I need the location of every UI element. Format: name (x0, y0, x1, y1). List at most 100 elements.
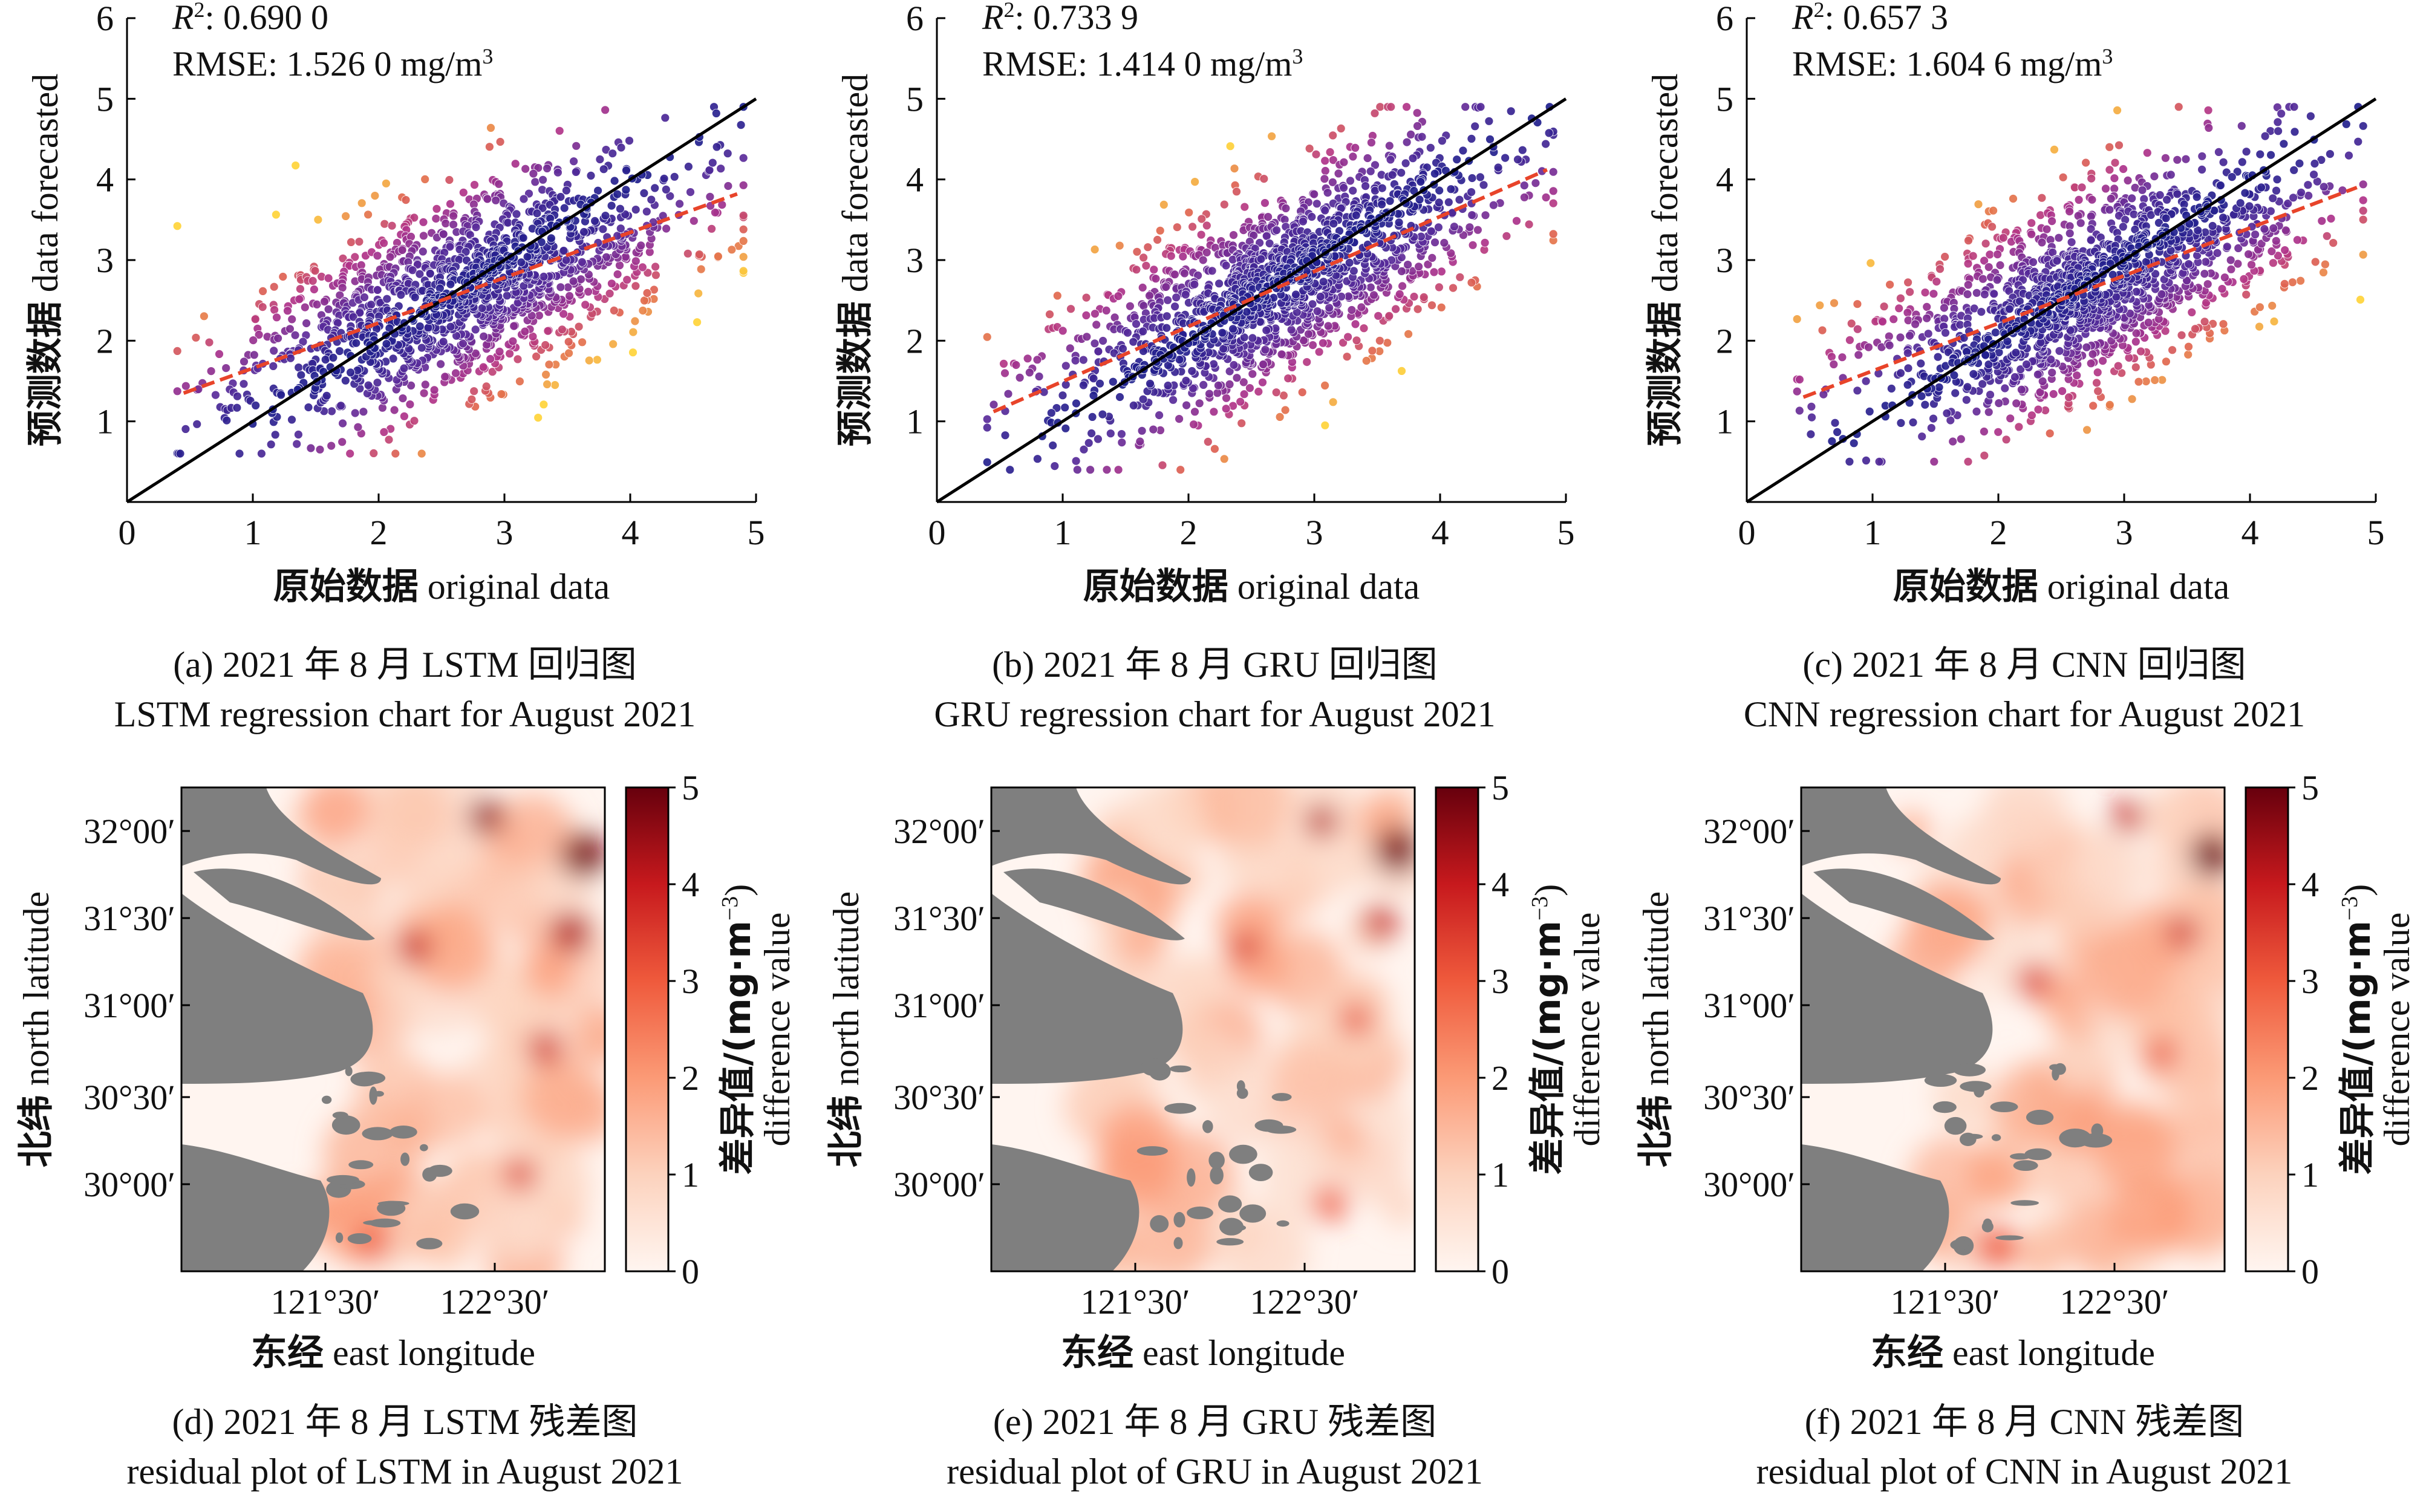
scatter-point (2293, 235, 2302, 245)
scatter-point (628, 348, 637, 357)
scatter-point (249, 350, 259, 360)
scatter-point (320, 297, 329, 307)
scatter-point (2319, 267, 2328, 277)
scatter-point (738, 210, 748, 220)
caption-c: (c) 2021 年 8 月 CNN 回归图 CNN regression ch… (1620, 640, 2429, 739)
scatter-point (683, 249, 693, 258)
scatter-point (1308, 341, 1317, 350)
scatter-point (503, 218, 513, 227)
island (1150, 1215, 1169, 1233)
scatter-point (518, 233, 528, 243)
scatter-point (508, 336, 518, 346)
residual-panel-d: 32°00′ 31°30′ 31°00′ 30°30′ 30°00′ 121°30′ 122… (0, 750, 810, 1512)
scatter-point (1896, 419, 1906, 428)
x-axis-label-en: original data (2047, 567, 2230, 607)
scatter-point (1467, 134, 1476, 143)
scatter-point (382, 294, 392, 304)
scatter-point (338, 253, 348, 263)
scatter-point (989, 400, 999, 409)
scatter-point (738, 224, 748, 234)
scatter-point (608, 339, 618, 349)
scatter-point (347, 237, 356, 247)
scatter-point (1446, 184, 1456, 194)
scatter-point (240, 357, 249, 367)
lat-tick-label: 31°00′ (893, 986, 985, 1025)
scatter-point (199, 311, 209, 321)
scatter-point (2203, 105, 2213, 115)
scatter-point (2358, 180, 2368, 189)
scatter-point (2268, 301, 2277, 310)
scatter-point (2105, 400, 2114, 409)
scatter-point (1345, 258, 1354, 267)
x-axis-label: 原始数据 original data (1083, 565, 1420, 608)
y-tick-label: 5 (906, 79, 924, 119)
scatter-point (578, 337, 587, 347)
scatter-point (2283, 199, 2293, 208)
scatter-point (2058, 172, 2068, 182)
scatter-point (1343, 332, 1352, 342)
scatter-point (512, 209, 521, 219)
scatter-point (532, 352, 541, 361)
caption-en: GRU regression chart for August 2021 (934, 694, 1496, 734)
residual-panel-e: 32°00′ 31°30′ 31°00′ 30°30′ 30°00′ 121°30′ 122… (810, 750, 1620, 1512)
scatter-point (398, 394, 408, 403)
x-axis-label-cn: 原始数据 (273, 565, 419, 608)
scatter-point (423, 323, 433, 333)
rmse-superscript: 3 (1292, 44, 1303, 68)
x-tick-label: 5 (2367, 513, 2385, 552)
scatter-point (630, 316, 640, 326)
x-tick-label: 2 (370, 513, 388, 552)
heat-blob (383, 787, 454, 849)
scatter-point (538, 203, 547, 213)
scatter-point (2136, 347, 2145, 356)
scatter-point (1444, 197, 1453, 207)
caption-cn: (a) 2021 年 8 月 LSTM 回归图 (173, 645, 637, 685)
scatter-point (1423, 259, 1433, 269)
scatter-point (1078, 355, 1088, 365)
scatter-point (249, 336, 258, 345)
scatter-point (1404, 329, 1413, 339)
scatter-point (439, 229, 448, 239)
scatter-point (2344, 151, 2353, 160)
scatter-point (1129, 401, 1138, 410)
scatter-point (1484, 116, 1494, 126)
scatter-point (1232, 187, 1241, 197)
scatter-point (609, 306, 619, 315)
island (321, 1095, 332, 1104)
island (1236, 1080, 1245, 1092)
scatter-point (1942, 408, 1952, 418)
scatter-point (327, 406, 336, 416)
scatter-point (2033, 370, 2043, 379)
scatter-point (659, 174, 669, 183)
scatter-point (1896, 368, 1905, 378)
scatter-point (1978, 274, 1987, 284)
hotspot (1306, 806, 1337, 837)
scatter-point (982, 332, 992, 342)
scatter-point (1829, 360, 1839, 369)
x-tick-label: 0 (1738, 513, 1756, 552)
scatter-point (2244, 249, 2253, 259)
scatter-point (2154, 218, 2163, 227)
scatter-point (598, 224, 608, 234)
scatter-point (1188, 222, 1197, 232)
fit-line (993, 168, 1548, 414)
scatter-point (1512, 216, 1521, 226)
scatter-point (2237, 157, 2247, 167)
y-axis-label: 北纬 north latitude (15, 891, 57, 1168)
scatter-point (1095, 379, 1104, 388)
scatter-point (607, 279, 616, 288)
scatter-point (470, 180, 479, 190)
scatter-point (1865, 407, 1874, 416)
scatter-point (2274, 126, 2283, 136)
island (1276, 1220, 1289, 1227)
scatter-point (2306, 111, 2315, 121)
residual-map-e: 32°00′31°30′31°00′30°30′30°00′121°30′ 122… (825, 768, 1607, 1374)
heat-blob (413, 1073, 486, 1146)
scatter-point (1972, 407, 1981, 416)
scatter-point (1932, 277, 1942, 287)
scatter-point (642, 207, 651, 217)
scatter-point (1461, 102, 1470, 112)
scatter-point (1419, 292, 1429, 302)
scatter-point (1346, 176, 1355, 186)
